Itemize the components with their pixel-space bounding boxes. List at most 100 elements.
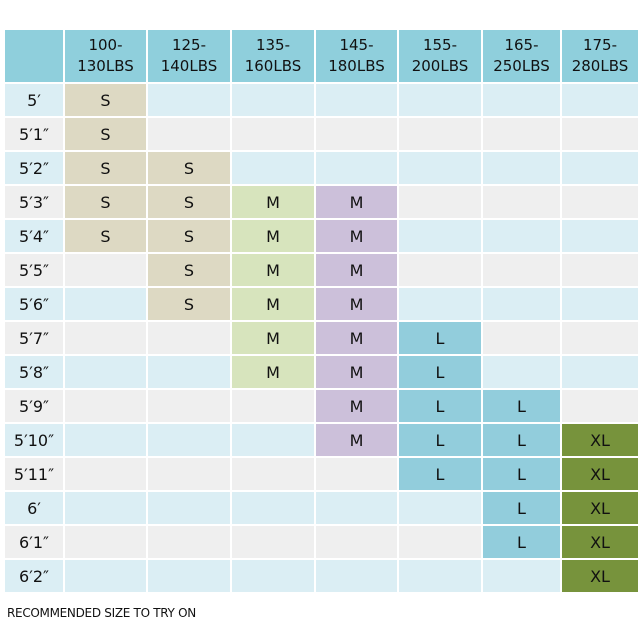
size-cell-l: L: [483, 492, 560, 524]
weight-column-header: 100- 130LBS: [65, 30, 146, 82]
size-cell-l: L: [399, 458, 481, 490]
size-cell-m: M: [316, 186, 397, 218]
empty-cell: [148, 356, 230, 388]
empty-cell: [65, 560, 146, 592]
height-label: 5′10″: [5, 424, 63, 456]
weight-column-header: 125- 140LBS: [148, 30, 230, 82]
height-label: 5′6″: [5, 288, 63, 320]
empty-cell: [562, 254, 638, 286]
header-corner: [5, 30, 63, 82]
empty-cell: [562, 390, 638, 422]
weight-column-header: 175- 280LBS: [562, 30, 638, 82]
empty-cell: [483, 152, 560, 184]
empty-cell: [562, 186, 638, 218]
size-cell-xl: XL: [562, 560, 638, 592]
empty-cell: [562, 322, 638, 354]
chart-caption: RECOMMENDED SIZE TO TRY ON: [7, 606, 196, 620]
size-cell-l: L: [399, 322, 481, 354]
size-cell-s: S: [148, 152, 230, 184]
size-cell-m: M: [232, 186, 314, 218]
size-cell-s: S: [148, 220, 230, 252]
height-label: 5′1″: [5, 118, 63, 150]
height-label: 5′: [5, 84, 63, 116]
size-cell-m: M: [232, 254, 314, 286]
size-cell-m: M: [316, 356, 397, 388]
empty-cell: [562, 288, 638, 320]
size-cell-l: L: [399, 356, 481, 388]
height-label: 6′2″: [5, 560, 63, 592]
empty-cell: [562, 118, 638, 150]
empty-cell: [399, 152, 481, 184]
empty-cell: [232, 526, 314, 558]
empty-cell: [316, 560, 397, 592]
size-cell-m: M: [232, 288, 314, 320]
empty-cell: [148, 84, 230, 116]
size-cell-s: S: [65, 186, 146, 218]
empty-cell: [65, 254, 146, 286]
size-cell-l: L: [483, 526, 560, 558]
size-cell-l: L: [483, 424, 560, 456]
size-cell-s: S: [148, 288, 230, 320]
size-cell-m: M: [232, 356, 314, 388]
empty-cell: [148, 424, 230, 456]
size-cell-s: S: [65, 220, 146, 252]
empty-cell: [316, 458, 397, 490]
height-label: 5′9″: [5, 390, 63, 422]
empty-cell: [65, 390, 146, 422]
size-cell-m: M: [232, 220, 314, 252]
size-cell-m: M: [316, 390, 397, 422]
empty-cell: [562, 356, 638, 388]
empty-cell: [65, 458, 146, 490]
empty-cell: [399, 118, 481, 150]
weight-column-header: 165- 250LBS: [483, 30, 560, 82]
size-cell-m: M: [316, 322, 397, 354]
empty-cell: [232, 152, 314, 184]
empty-cell: [232, 390, 314, 422]
empty-cell: [232, 492, 314, 524]
empty-cell: [316, 118, 397, 150]
empty-cell: [562, 220, 638, 252]
empty-cell: [399, 84, 481, 116]
height-label: 5′4″: [5, 220, 63, 252]
size-cell-s: S: [65, 118, 146, 150]
size-cell-l: L: [483, 458, 560, 490]
empty-cell: [483, 356, 560, 388]
height-label: 5′7″: [5, 322, 63, 354]
empty-cell: [399, 492, 481, 524]
height-label: 5′11″: [5, 458, 63, 490]
empty-cell: [316, 492, 397, 524]
empty-cell: [232, 424, 314, 456]
weight-column-header: 155- 200LBS: [399, 30, 481, 82]
size-cell-l: L: [483, 390, 560, 422]
size-cell-l: L: [399, 424, 481, 456]
empty-cell: [316, 84, 397, 116]
size-cell-l: L: [399, 390, 481, 422]
empty-cell: [562, 152, 638, 184]
empty-cell: [232, 84, 314, 116]
weight-column-header: 135- 160LBS: [232, 30, 314, 82]
empty-cell: [65, 288, 146, 320]
size-cell-xl: XL: [562, 424, 638, 456]
empty-cell: [399, 288, 481, 320]
size-cell-s: S: [148, 254, 230, 286]
empty-cell: [316, 152, 397, 184]
size-cell-m: M: [316, 288, 397, 320]
size-chart-table: 100- 130LBS 125- 140LBS 135- 160LBS 145- 18…: [5, 30, 640, 595]
empty-cell: [483, 186, 560, 218]
empty-cell: [65, 322, 146, 354]
empty-cell: [232, 458, 314, 490]
empty-cell: [148, 560, 230, 592]
empty-cell: [65, 424, 146, 456]
size-cell-m: M: [316, 220, 397, 252]
empty-cell: [148, 492, 230, 524]
height-label: 5′3″: [5, 186, 63, 218]
empty-cell: [399, 526, 481, 558]
size-cell-xl: XL: [562, 492, 638, 524]
empty-cell: [316, 526, 397, 558]
size-cell-m: M: [232, 322, 314, 354]
size-cell-xl: XL: [562, 526, 638, 558]
empty-cell: [65, 492, 146, 524]
empty-cell: [65, 526, 146, 558]
weight-column-header: 145- 180LBS: [316, 30, 397, 82]
empty-cell: [65, 356, 146, 388]
